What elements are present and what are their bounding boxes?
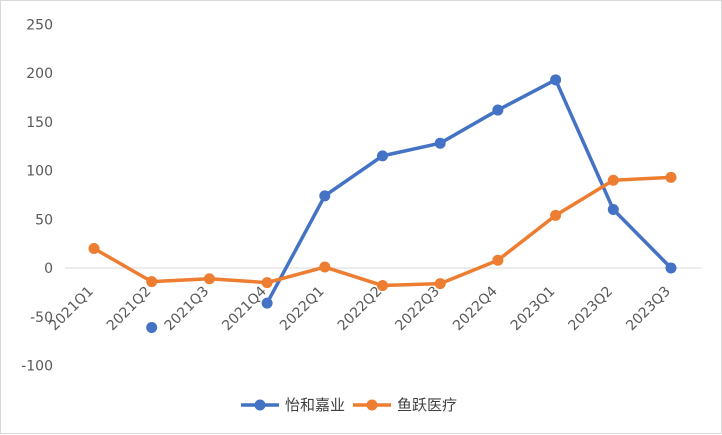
series-2	[88, 171, 677, 292]
y-tick-label: -50	[30, 310, 53, 326]
y-tick-label: 250	[26, 17, 53, 33]
data-point	[88, 243, 100, 254]
x-tick-label: 2022Q2	[335, 284, 386, 335]
x-tick-label: 2021Q1	[46, 284, 97, 335]
data-point	[261, 297, 273, 309]
x-tick-label: 2022Q3	[392, 284, 443, 335]
legend-label: 怡和嘉业	[285, 396, 345, 414]
x-tick-label: 2021Q3	[162, 284, 213, 335]
x-tick-label: 2021Q4	[219, 283, 270, 334]
data-point	[261, 277, 273, 289]
x-tick-label: 2023Q3	[623, 284, 674, 335]
y-tick-label: 50	[35, 212, 53, 228]
series-line	[92, 175, 673, 288]
y-tick-label: 200	[26, 66, 53, 82]
stray-marker	[146, 321, 158, 333]
y-tick-label: 0	[44, 261, 53, 277]
y-tick-label: 150	[26, 115, 53, 131]
data-point	[319, 261, 331, 273]
data-point	[377, 280, 388, 292]
legend-marker	[366, 399, 378, 411]
data-point	[434, 278, 446, 290]
data-point	[319, 190, 331, 202]
data-point	[550, 74, 562, 86]
data-point	[665, 262, 677, 274]
data-point	[492, 254, 504, 266]
x-tick-label: 2022Q1	[277, 284, 328, 335]
data-point	[377, 150, 388, 162]
y-tick-label: 100	[26, 164, 53, 180]
data-point	[607, 174, 619, 186]
legend-marker	[254, 399, 266, 411]
x-tick-label: 2022Q4	[450, 283, 501, 334]
data-point	[203, 273, 215, 285]
legend-label: 鱼跃医疗	[397, 396, 457, 414]
y-tick-label: -100	[21, 359, 53, 375]
data-point	[550, 209, 562, 221]
legend-item: 怡和嘉业	[241, 396, 345, 414]
legend-item: 鱼跃医疗	[353, 396, 457, 414]
x-tick-label: 2023Q2	[566, 284, 617, 335]
data-point	[492, 104, 504, 116]
x-tick-label: 2023Q1	[508, 284, 559, 335]
data-point	[607, 204, 619, 215]
data-point	[434, 137, 446, 149]
data-point	[146, 276, 158, 288]
data-point	[665, 171, 677, 183]
